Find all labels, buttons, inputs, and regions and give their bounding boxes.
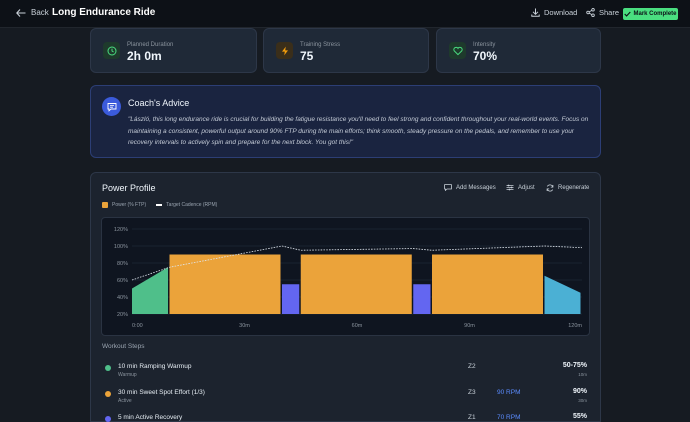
- workout-steps-title: Workout Steps: [102, 343, 145, 350]
- power-bar: [432, 254, 543, 314]
- page-title: Long Endurance Ride: [52, 7, 156, 18]
- back-button[interactable]: Back: [16, 8, 49, 17]
- coach-text: "László, this long endurance ride is cru…: [128, 116, 589, 146]
- legend-cadence-label: Target Cadence (RPM): [166, 202, 218, 208]
- power-bar: [169, 254, 281, 314]
- refresh-icon: [546, 184, 554, 192]
- power-bar: [413, 284, 431, 314]
- download-button[interactable]: Download: [531, 8, 577, 17]
- x-tick-label: 0:00: [132, 323, 143, 329]
- share-label: Share: [599, 8, 620, 17]
- stat-value: 75: [300, 49, 314, 63]
- x-tick-label: 90m: [464, 323, 475, 329]
- power-profile-chart: 120% 100% 80% 60% 40% 20% 0:00 30m 60m 90m 120m: [114, 227, 583, 329]
- step-duration: 10m: [578, 372, 587, 377]
- x-tick-label: 30m: [239, 323, 250, 329]
- power-profile-panel: Power Profile Add Messages Adjust Regene…: [90, 172, 601, 422]
- adjust-button[interactable]: Adjust: [506, 184, 535, 191]
- step-name: 5 min Active Recovery: [118, 414, 183, 421]
- step-color-dot: [105, 391, 111, 397]
- y-tick-label: 100%: [114, 244, 128, 250]
- check-icon: [624, 11, 632, 17]
- stat-card-training-stress: Training Stress 75: [263, 28, 429, 73]
- mark-complete-label: Mark Complete: [633, 11, 677, 17]
- stat-value: 2h 0m: [127, 49, 162, 63]
- coach-title: Coach's Advice: [128, 98, 190, 108]
- legend-power-label: Power (% FTP): [112, 202, 147, 208]
- share-button[interactable]: Share: [586, 8, 619, 17]
- clock-icon: [103, 42, 120, 59]
- step-power: 90%: [572, 388, 587, 395]
- add-messages-label: Add Messages: [456, 184, 496, 191]
- workout-step-row[interactable]: 30 min Sweet Spot Effort (1/3) Active Z3…: [91, 385, 602, 407]
- power-profile-chart-area: 120% 100% 80% 60% 40% 20% 0:00 30m 60m 90m 120m: [101, 217, 590, 336]
- step-name: 30 min Sweet Spot Effort (1/3): [118, 389, 205, 396]
- x-tick-label: 60m: [352, 323, 363, 329]
- adjust-label: Adjust: [518, 184, 535, 191]
- regenerate-button[interactable]: Regenerate: [546, 184, 589, 192]
- power-bar: [544, 275, 581, 314]
- legend-cadence-swatch: [156, 204, 163, 206]
- mark-complete-button[interactable]: Mark Complete: [623, 8, 678, 20]
- legend-power-swatch: [102, 202, 108, 208]
- message-icon: [102, 97, 121, 116]
- stat-card-intensity: Intensity 70%: [436, 28, 601, 73]
- step-type: Active: [118, 398, 132, 404]
- regenerate-label: Regenerate: [558, 185, 590, 191]
- step-power: 50-75%: [562, 362, 587, 369]
- stat-label: Planned Duration: [127, 42, 174, 48]
- workout-step-row[interactable]: 5 min Active Recovery Z1 70 RPM 55%: [91, 410, 602, 422]
- lightning-icon: [276, 42, 293, 59]
- step-rpm: 90 RPM: [497, 389, 521, 396]
- share-icon: [586, 8, 595, 17]
- stat-label: Intensity: [473, 42, 496, 48]
- download-label: Download: [544, 8, 578, 17]
- step-type: Warmup: [118, 372, 137, 378]
- download-icon: [531, 8, 540, 17]
- power-bar: [282, 284, 300, 314]
- stat-value: 70%: [473, 49, 498, 63]
- step-color-dot: [105, 365, 111, 371]
- power-profile-title: Power Profile: [102, 183, 156, 193]
- power-bar: [300, 254, 412, 314]
- heart-icon: [449, 42, 466, 59]
- workout-step-row[interactable]: 10 min Ramping Warmup Warmup Z2 50-75% 1…: [91, 359, 602, 381]
- back-label: Back: [31, 8, 49, 17]
- y-tick-label: 60%: [117, 278, 128, 284]
- y-tick-label: 40%: [117, 295, 128, 301]
- step-zone: Z1: [468, 414, 476, 421]
- step-name: 10 min Ramping Warmup: [118, 363, 192, 370]
- step-power: 55%: [572, 413, 587, 420]
- arrow-left-icon: [16, 8, 26, 17]
- coach-advice-card: Coach's Advice "László, this long endura…: [90, 85, 601, 158]
- stat-card-duration: Planned Duration 2h 0m: [90, 28, 257, 73]
- power-bar: [132, 267, 168, 314]
- add-messages-button[interactable]: Add Messages: [444, 184, 496, 191]
- y-tick-label: 80%: [117, 261, 128, 267]
- top-bar: Back Long Endurance Ride Download Share …: [0, 0, 690, 28]
- cadence-line: [131, 245, 583, 281]
- chart-legend: Power (% FTP) Target Cadence (RPM): [102, 202, 217, 208]
- y-tick-label: 20%: [117, 312, 128, 318]
- step-zone: Z2: [468, 363, 476, 370]
- x-tick-label: 120m: [568, 323, 582, 329]
- step-zone: Z3: [468, 389, 476, 396]
- stat-label: Training Stress: [300, 42, 341, 48]
- chat-icon: [444, 184, 452, 191]
- y-tick-label: 120%: [114, 227, 128, 233]
- step-rpm: 70 RPM: [497, 414, 521, 421]
- step-duration: 30m: [578, 398, 587, 403]
- step-color-dot: [105, 416, 111, 422]
- sliders-icon: [506, 184, 514, 191]
